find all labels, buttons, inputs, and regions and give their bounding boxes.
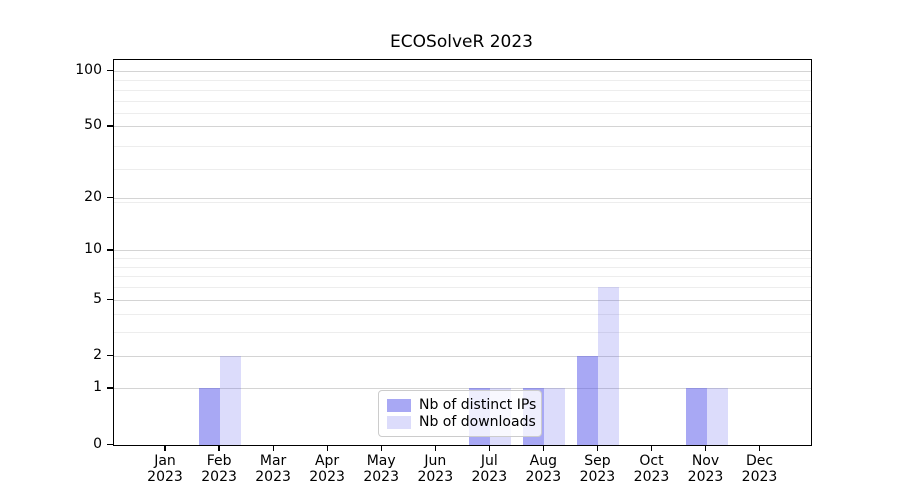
y-tick-mark [107, 249, 113, 251]
x-tick-label-oct: Oct 2023 [633, 453, 670, 485]
minor-gridline [114, 100, 811, 102]
x-tick-mark [650, 445, 653, 451]
legend-label-downloads: Nb of downloads [419, 414, 536, 430]
major-gridline [114, 250, 811, 252]
x-tick-mark [488, 445, 490, 451]
x-tick-label-sep: Sep 2023 [579, 453, 616, 485]
minor-gridline [114, 80, 811, 82]
x-tick-label-jan: Jan 2023 [147, 453, 183, 485]
minor-gridline [114, 332, 811, 334]
minor-gridline [114, 266, 811, 268]
y-tick-label: 0 [93, 435, 102, 452]
x-tick-mark [704, 445, 707, 451]
legend-swatch-distinct-ips [387, 399, 411, 412]
x-tick-label-feb: Feb 2023 [201, 453, 237, 485]
x-tick-mark [596, 445, 599, 451]
bar-downloads-feb [220, 355, 241, 445]
x-tick-label-jul: Jul 2023 [471, 453, 508, 485]
x-tick-label-may: May 2023 [363, 453, 399, 485]
major-gridline [114, 198, 811, 200]
bar-downloads-aug [544, 388, 566, 445]
minor-gridline [114, 276, 811, 278]
x-tick-mark [218, 445, 220, 451]
minor-gridline [114, 169, 811, 171]
major-gridline [114, 71, 811, 72]
x-tick-mark [272, 445, 274, 451]
major-gridline [114, 126, 811, 128]
x-tick-label-dec: Dec 2023 [741, 453, 778, 485]
major-gridline [114, 388, 811, 390]
legend-swatch-downloads [387, 416, 411, 429]
y-tick-label: 1 [93, 379, 102, 396]
x-tick-label-apr: Apr 2023 [309, 453, 345, 485]
y-tick-mark [107, 298, 113, 300]
x-tick-label-jun: Jun 2023 [417, 453, 454, 485]
x-tick-label-aug: Aug 2023 [525, 453, 562, 485]
plot-area [113, 59, 812, 446]
y-tick-label: 50 [84, 117, 102, 134]
bar-downloads-nov [706, 388, 728, 445]
bar-downloads-sep [598, 287, 620, 445]
minor-gridline [114, 89, 811, 91]
x-tick-mark [434, 445, 436, 451]
bar-distinct-ips-feb [199, 388, 220, 445]
minor-gridline [114, 287, 811, 288]
minor-gridline [114, 146, 811, 147]
minor-gridline [114, 113, 811, 115]
legend: Nb of distinct IPs Nb of downloads [378, 390, 542, 437]
x-tick-mark [326, 445, 328, 451]
y-tick-mark [107, 70, 113, 72]
chart-title: ECOSolveR 2023 [390, 32, 533, 52]
x-tick-mark [164, 445, 166, 451]
x-tick-label-mar: Mar 2023 [255, 453, 291, 485]
minor-gridline [114, 202, 811, 204]
y-tick-mark [107, 354, 113, 356]
y-tick-mark [107, 443, 113, 445]
x-tick-mark [542, 445, 544, 451]
y-tick-label: 10 [84, 241, 102, 258]
y-tick-label: 20 [84, 189, 102, 206]
y-tick-mark [107, 125, 113, 127]
minor-gridline [114, 314, 811, 316]
x-tick-mark [380, 445, 382, 451]
y-tick-label: 100 [75, 62, 102, 78]
legend-item-downloads: Nb of downloads [387, 414, 536, 431]
y-tick-mark [107, 197, 113, 199]
major-gridline [114, 299, 811, 301]
y-tick-mark [107, 387, 113, 389]
x-tick-mark [758, 445, 761, 451]
major-gridline [114, 355, 811, 357]
x-tick-label-nov: Nov 2023 [687, 453, 724, 485]
legend-item-distinct-ips: Nb of distinct IPs [387, 397, 537, 414]
minor-gridline [114, 258, 811, 260]
bar-distinct-ips-sep [577, 355, 599, 445]
y-tick-label: 5 [93, 290, 102, 307]
legend-label-distinct-ips: Nb of distinct IPs [419, 397, 537, 413]
y-tick-label: 2 [93, 346, 102, 363]
bar-distinct-ips-nov [685, 388, 707, 445]
